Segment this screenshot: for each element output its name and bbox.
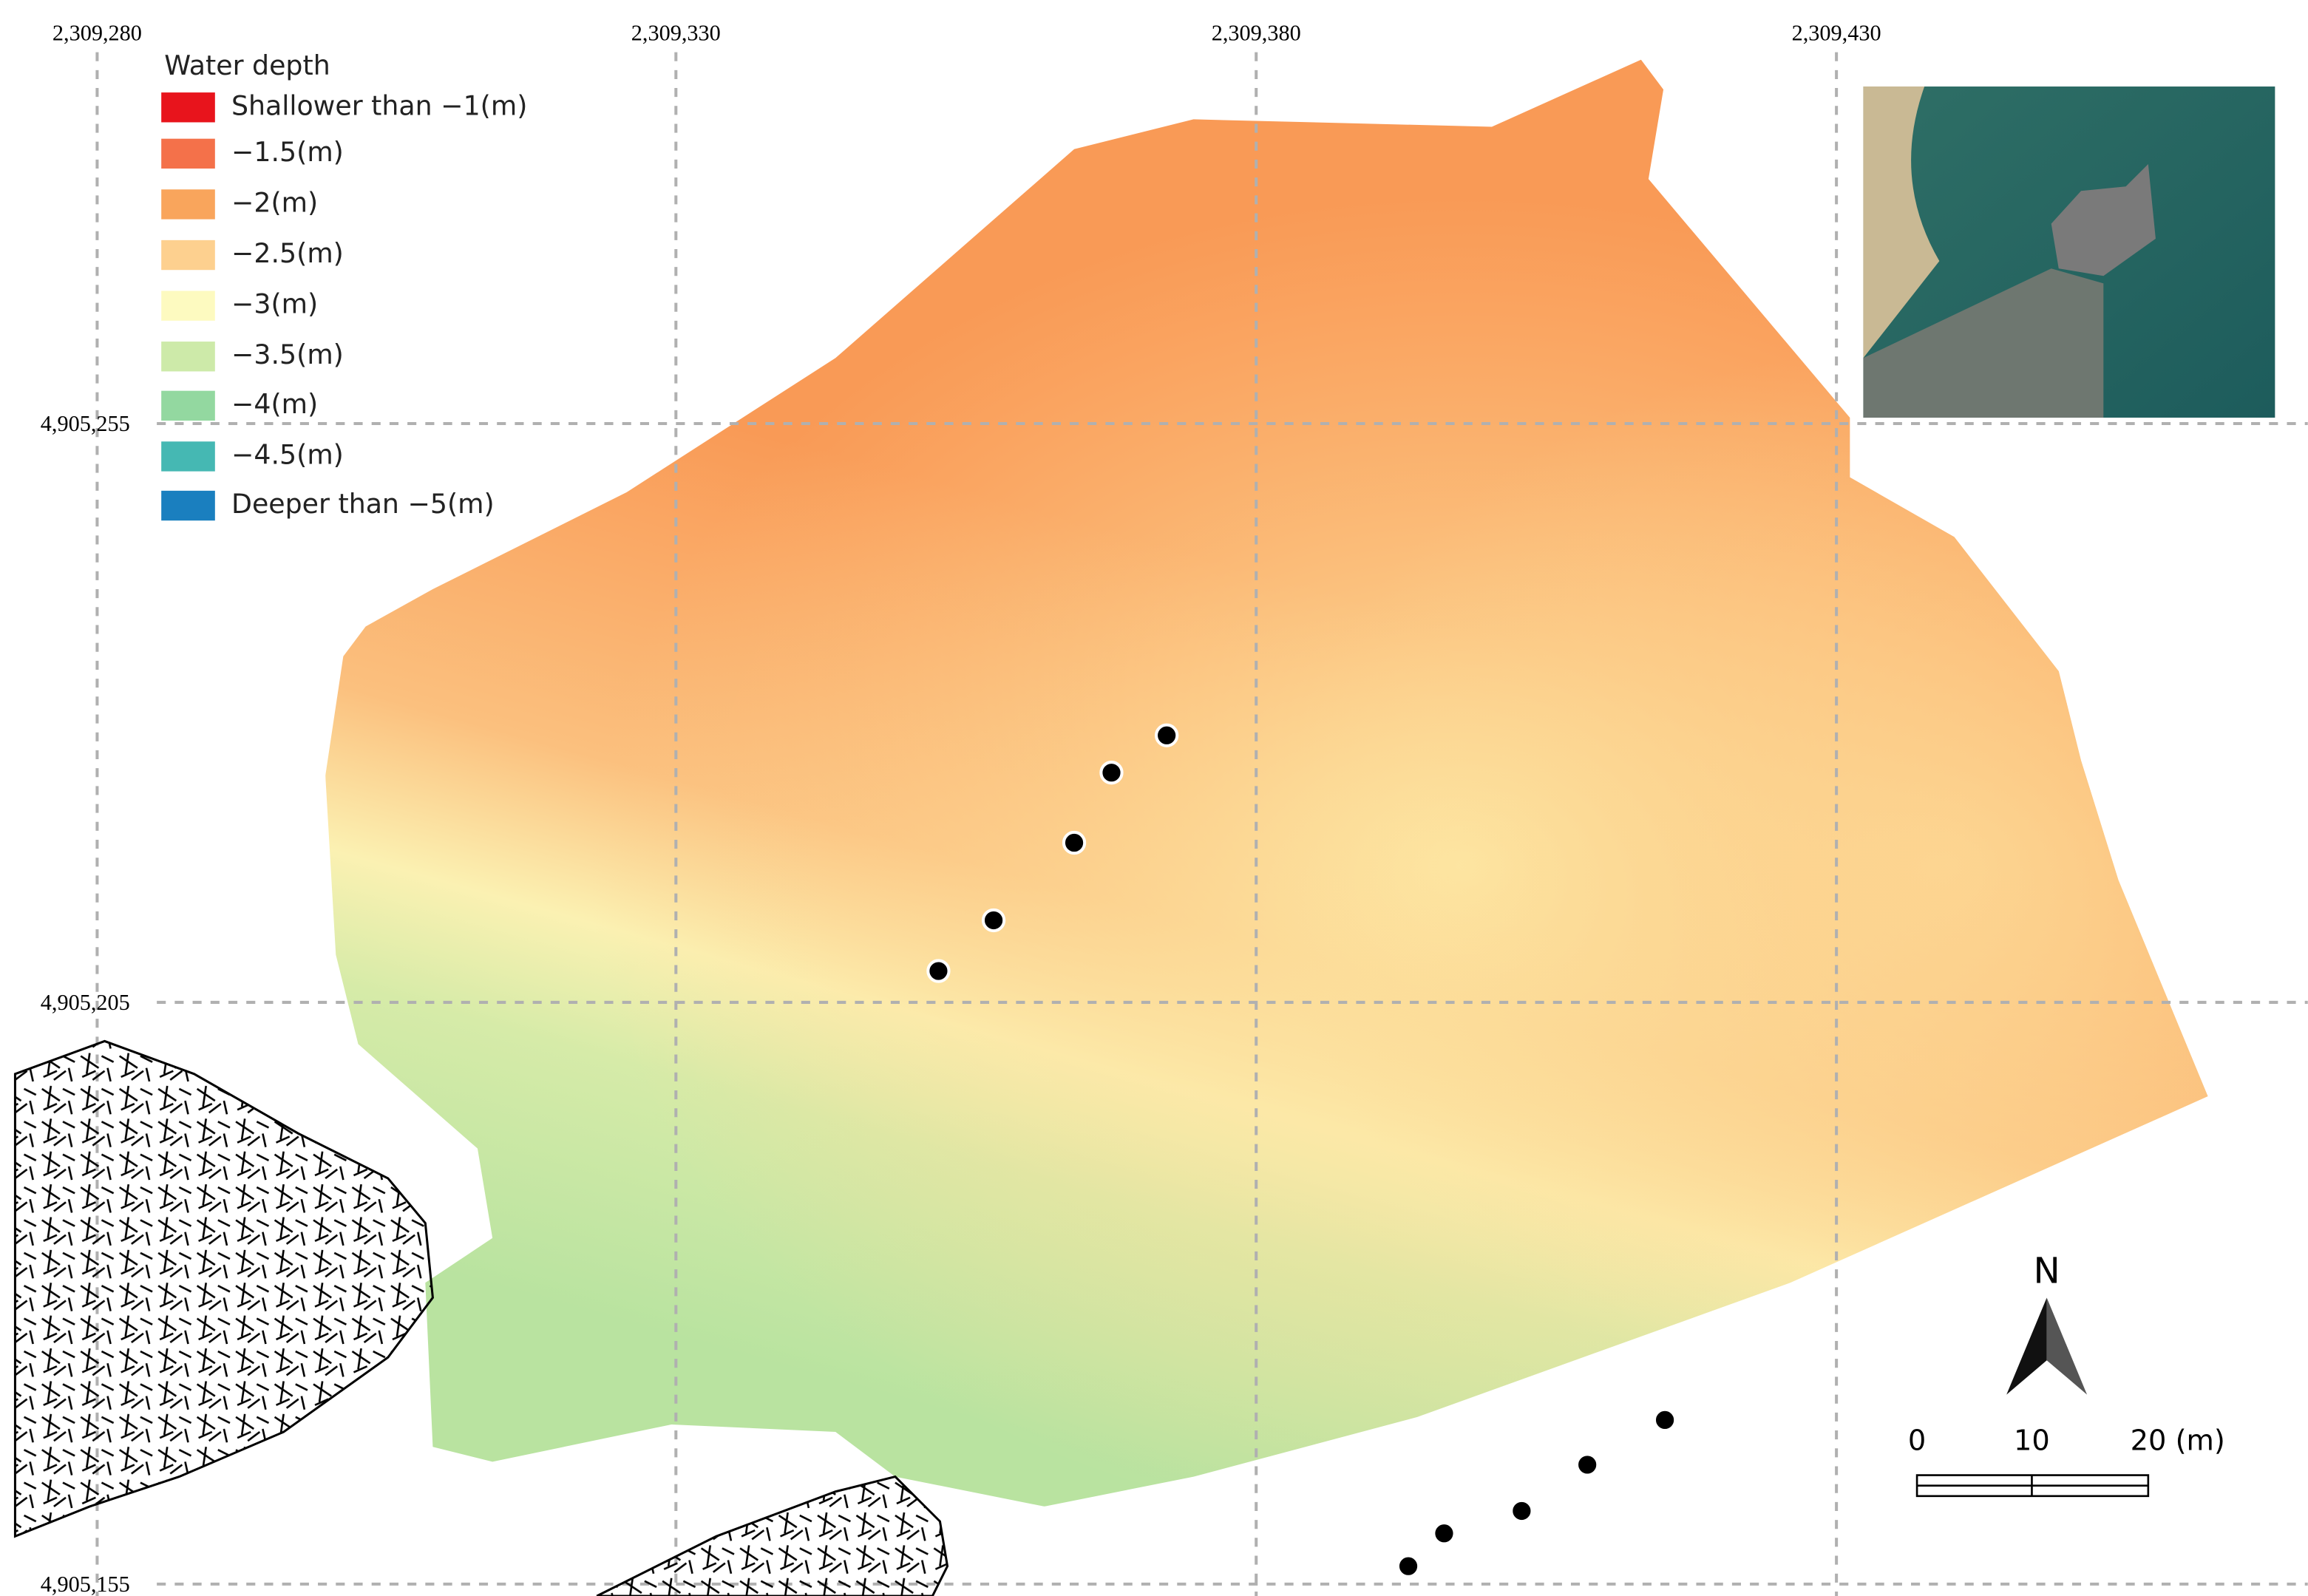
legend-label: −3(m) [231,288,318,320]
x-grid-label: 2,309,330 [631,20,721,45]
legend-label: −3.5(m) [231,339,344,370]
y-grid-label: 4,905,155 [41,1572,130,1596]
scale-bar: 0 10 20 (m) [1908,1424,2225,1498]
north-label: N [2034,1250,2060,1291]
land [13,1039,949,1596]
legend-swatch [161,240,215,271]
x-grid-label: 2,309,430 [1792,20,1881,45]
scale-label: 20 (m) [2131,1424,2225,1457]
inset-map [1863,86,2275,418]
legend-label: −4(m) [231,388,318,420]
legend-label: Shallower than −1(m) [231,89,527,121]
x-grid-label: 2,309,380 [1212,20,1301,45]
legend-label: −1.5(m) [231,136,344,168]
legend-swatch [161,291,215,321]
legend-swatch [161,490,215,521]
legend-swatch [161,342,215,372]
legend-swatch [161,390,215,421]
legend-label: Deeper than −5(m) [231,488,495,520]
legend: Water depth Shallower than −1(m) −1.5(m) −… [161,50,527,521]
legend-swatch [161,441,215,472]
north-arrow: N [2006,1250,2088,1395]
scale-label: 10 [2014,1424,2050,1457]
y-grid-label: 4,905,255 [41,411,130,436]
grid-labels: 2,309,280 2,309,330 2,309,380 2,309,430 4,90… [41,20,1881,1596]
legend-label: −4.5(m) [231,438,344,470]
x-grid-label: 2,309,280 [52,20,142,45]
legend-label: −2(m) [231,186,318,218]
legend-label: −2.5(m) [231,237,344,269]
scale-label: 0 [1908,1424,1926,1457]
legend-swatch [161,189,215,220]
legend-title: Water depth [164,50,330,81]
legend-swatch [161,92,215,123]
legend-swatch [161,138,215,169]
grid [95,52,2308,1596]
y-grid-label: 4,905,205 [41,990,130,1015]
points [926,723,1677,1578]
